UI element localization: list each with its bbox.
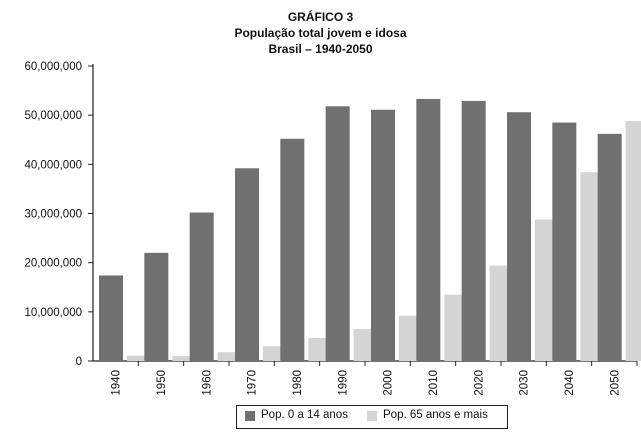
legend-swatch-youth (245, 411, 255, 421)
bar-youth-1940 (99, 275, 123, 361)
x-tick-labels: 1940 1950 1960 1970 1980 1990 2000 2010 2020 2030… (111, 370, 622, 396)
bar-youth-1980 (280, 138, 305, 361)
y-tick-label: 10,000,000 (24, 307, 82, 319)
y-tick-label: 30,000,000 (24, 209, 82, 221)
bar-youth-2010 (416, 98, 441, 362)
x-tick-label: 2040 (564, 370, 576, 396)
y-tick-label: 0 (76, 356, 82, 368)
bar-youth-2000 (371, 109, 395, 361)
chart-subtitle-line-1: População total jovem e idosa (234, 26, 407, 40)
bar-youth-2040 (552, 122, 577, 362)
bar-youth-1950 (144, 252, 169, 361)
bar-elderly-2050 (625, 121, 641, 361)
legend-label-elderly: Pop. 65 anos e mais (383, 409, 488, 421)
bar-youth-1970 (235, 168, 259, 361)
x-tick-label: 1970 (247, 370, 259, 396)
bar-elderly-1960 (217, 352, 242, 361)
x-tick-label: 1990 (337, 370, 349, 396)
legend-swatch-elderly (367, 411, 377, 421)
chart-title: GRÁFICO 3 (287, 10, 354, 24)
bar-youth-2050 (597, 133, 622, 361)
x-tick-label: 1980 (292, 370, 304, 396)
bar-youth-1990 (325, 106, 350, 361)
chart-subtitle-line-2: Brasil – 1940-2050 (268, 42, 373, 56)
y-tick-label: 50,000,000 (24, 110, 82, 122)
bar-youth-2020 (461, 100, 486, 362)
x-tick-label: 1960 (201, 370, 213, 396)
x-tick-label: 1940 (111, 370, 123, 396)
chart-legend: Pop. 0 a 14 anos Pop. 65 anos e mais (236, 405, 508, 429)
bar-youth-1960 (189, 212, 214, 361)
bar-youth-2030 (507, 112, 531, 361)
y-tick-label: 60,000,000 (24, 61, 82, 73)
x-tick-label: 2000 (383, 370, 395, 396)
y-tick-label: 20,000,000 (24, 258, 82, 270)
x-tick-label: 2050 (609, 370, 621, 396)
chart-bars (99, 98, 641, 362)
bar-elderly-1950 (172, 356, 197, 361)
y-tick-labels: 0 10,000,000 20,000,000 30,000,000 40,000,00… (24, 61, 82, 368)
x-tick-label: 1950 (156, 370, 168, 396)
bar-elderly-1940 (127, 355, 151, 361)
x-tick-label: 2010 (428, 370, 440, 396)
legend-label-youth: Pop. 0 a 14 anos (261, 409, 348, 421)
x-tick-label: 2030 (519, 370, 531, 396)
x-tick-label: 2020 (473, 370, 485, 396)
y-tick-label: 40,000,000 (24, 159, 82, 171)
